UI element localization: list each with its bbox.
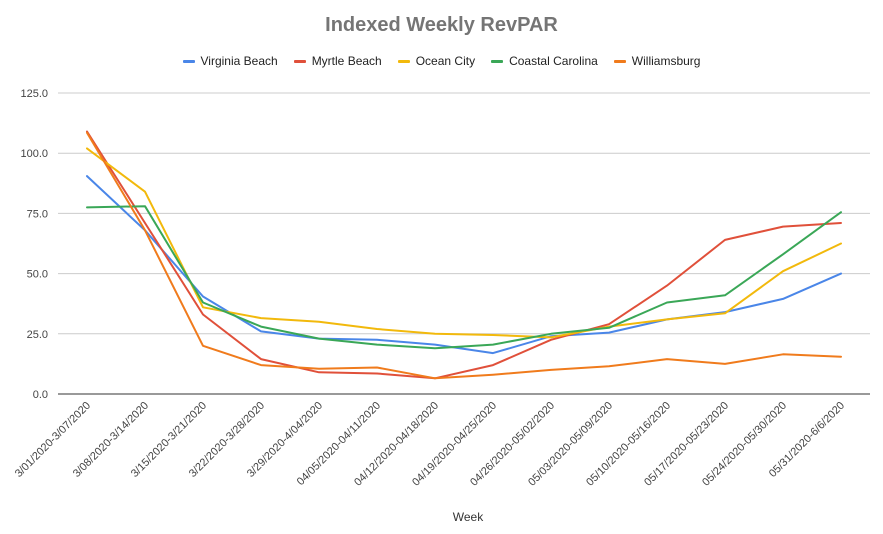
legend-swatch <box>491 59 504 63</box>
legend-label: Myrtle Beach <box>311 54 382 68</box>
x-axis-label: Week <box>453 510 484 524</box>
legend-label: Coastal Carolina <box>509 54 598 68</box>
series-line-ocean-city <box>86 147 842 339</box>
series-line-williamsburg <box>86 131 842 380</box>
series-line-coastal-carolina <box>86 205 842 350</box>
legend: Virginia Beach Myrtle Beach Ocean City C… <box>0 54 883 68</box>
legend-item-myrtle-beach[interactable]: Myrtle Beach <box>293 54 382 68</box>
legend-label: Williamsburg <box>631 54 701 68</box>
legend-item-ocean-city[interactable]: Ocean City <box>397 54 476 68</box>
y-tick-label: 25.0 <box>27 329 48 341</box>
y-tick-label: 0.0 <box>33 389 48 401</box>
legend-item-virginia-beach[interactable]: Virginia Beach <box>182 54 278 68</box>
chart-title: Indexed Weekly RevPAR <box>325 14 558 36</box>
legend-swatch <box>182 59 195 63</box>
y-tick-label: 100.0 <box>20 148 48 160</box>
y-tick-label: 75.0 <box>27 208 48 220</box>
legend-swatch <box>397 59 410 63</box>
legend-swatch <box>613 59 626 63</box>
series-line-myrtle-beach <box>86 130 842 380</box>
series-line-virginia-beach <box>86 175 842 355</box>
legend-item-williamsburg[interactable]: Williamsburg <box>613 54 701 68</box>
legend-swatch <box>293 59 306 63</box>
legend-item-coastal-carolina[interactable]: Coastal Carolina <box>491 54 598 68</box>
y-tick-label: 125.0 <box>20 88 48 100</box>
legend-label: Virginia Beach <box>200 54 278 68</box>
y-tick-label: 50.0 <box>27 269 48 281</box>
legend-label: Ocean City <box>415 54 476 68</box>
